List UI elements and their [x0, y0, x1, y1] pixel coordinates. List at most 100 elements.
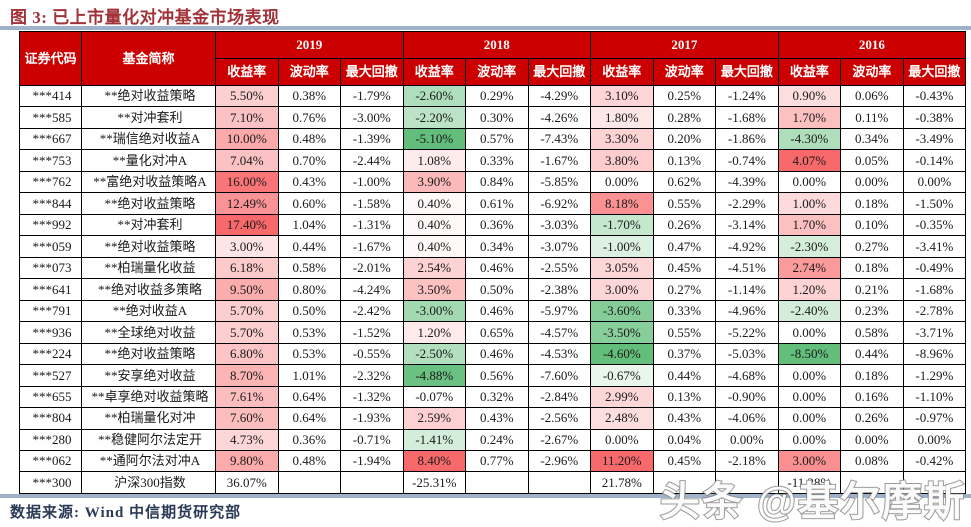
fund-row: ***585 **对冲套利 7.10% 0.76% -3.00% -2.20% 0.30% -… — [19, 106, 967, 129]
cell-return: -5.10% — [402, 127, 467, 151]
cell-security-code: ***062 — [19, 449, 82, 473]
cell-return: 16.00% — [215, 170, 279, 194]
cell-volatility: 0.60% — [277, 192, 341, 215]
cell-max-drawdown: -3.03% — [527, 213, 592, 237]
fund-row: ***059 **绝对收益策略 3.00% 0.44% -1.67% 0.40% 0.34%… — [19, 235, 967, 258]
cell-max-drawdown: -3.41% — [902, 235, 967, 258]
cell-return: -1.41% — [402, 428, 467, 451]
cell-return: 0.00% — [777, 428, 842, 451]
cell-return: 2.99% — [590, 385, 654, 409]
cell-return: 1.70% — [777, 106, 842, 129]
cell-max-drawdown: -8.96% — [902, 342, 967, 366]
fund-row: ***844 **绝对收益策略 12.49% 0.60% -1.58% 0.40% 0.61… — [19, 192, 967, 215]
fund-row: ***753 **量化对冲A 7.04% 0.70% -2.44% 1.08% 0.33% -… — [19, 149, 967, 172]
cell-volatility: 0.43% — [277, 170, 341, 194]
cell-volatility — [465, 471, 529, 494]
cell-volatility: 0.13% — [652, 385, 717, 409]
header-return: 收益率 — [590, 58, 654, 86]
fund-performance-table: 证券代码 基金简称 2019 2018 2017 2016 收益率 波动率 最大回撤 收益率 波动率… — [19, 31, 967, 494]
cell-volatility: 0.13% — [652, 149, 717, 172]
cell-max-drawdown: -4.57% — [527, 321, 592, 344]
cell-return: 5.50% — [215, 84, 279, 108]
cell-return: 11.20% — [590, 449, 654, 473]
cell-volatility: 0.64% — [277, 385, 341, 409]
cell-return: 3.80% — [590, 149, 654, 172]
cell-return: -2.30% — [777, 235, 842, 258]
cell-volatility: 0.44% — [277, 235, 341, 258]
cell-volatility: 0.27% — [652, 278, 717, 301]
cell-max-drawdown: -0.90% — [715, 385, 779, 409]
cell-volatility: 0.50% — [277, 299, 341, 323]
cell-max-drawdown: -2.55% — [527, 256, 592, 280]
cell-max-drawdown: -0.43% — [902, 84, 967, 108]
top-divider — [0, 26, 971, 30]
cell-volatility: 0.62% — [652, 170, 717, 194]
index-row: ***300 沪深300指数 36.07% -25.31% 21.78% -11.28% — [19, 471, 967, 494]
cell-fund-name: **全球绝对收益 — [81, 321, 216, 344]
cell-return: 21.78% — [590, 471, 654, 494]
cell-max-drawdown — [340, 471, 404, 494]
cell-return: 1.80% — [590, 106, 654, 129]
cell-max-drawdown: -1.52% — [340, 321, 404, 344]
header-year-2016: 2016 — [777, 31, 967, 59]
cell-return: -4.60% — [590, 342, 654, 366]
cell-security-code: ***527 — [19, 364, 82, 387]
cell-volatility: 0.38% — [277, 84, 341, 108]
cell-return: 5.70% — [215, 299, 279, 323]
header-return: 收益率 — [402, 58, 467, 86]
fund-row: ***667 **瑞信绝对收益A 10.00% 0.48% -1.39% -5.10% 0.… — [19, 127, 967, 151]
cell-return: 0.40% — [402, 192, 467, 215]
cell-return: 7.10% — [215, 106, 279, 129]
cell-max-drawdown: -1.32% — [340, 385, 404, 409]
cell-return: 0.00% — [777, 364, 842, 387]
fund-row: ***791 **绝对收益A 5.70% 0.50% -2.42% -3.00% 0.46%… — [19, 299, 967, 323]
cell-volatility: 0.20% — [652, 127, 717, 151]
cell-max-drawdown: -1.00% — [340, 170, 404, 194]
cell-security-code: ***641 — [19, 278, 82, 301]
cell-fund-name: **对冲套利 — [81, 213, 216, 237]
header-max-drawdown: 最大回撤 — [715, 58, 779, 86]
cell-max-drawdown: -1.68% — [715, 106, 779, 129]
cell-return: 1.08% — [402, 149, 467, 172]
fund-row: ***992 **对冲套利 17.40% 1.04% -1.31% 0.40% 0.36% -… — [19, 213, 967, 237]
cell-return: 0.00% — [777, 321, 842, 344]
cell-return: 1.70% — [777, 213, 842, 237]
cell-volatility: 0.23% — [840, 299, 904, 323]
cell-max-drawdown: -1.50% — [902, 192, 967, 215]
cell-fund-name: **绝对收益A — [81, 299, 216, 323]
cell-volatility: 0.36% — [277, 428, 341, 451]
cell-return: 8.40% — [402, 449, 467, 473]
cell-volatility: 0.32% — [465, 385, 529, 409]
cell-return: -8.50% — [777, 342, 842, 366]
cell-return: -2.50% — [402, 342, 467, 366]
cell-max-drawdown: 0.00% — [902, 428, 967, 451]
header-max-drawdown: 最大回撤 — [527, 58, 592, 86]
cell-return: 1.20% — [777, 278, 842, 301]
cell-security-code: ***936 — [19, 321, 82, 344]
cell-volatility: 0.45% — [652, 256, 717, 280]
cell-max-drawdown: -2.84% — [527, 385, 592, 409]
cell-max-drawdown — [902, 471, 967, 494]
cell-volatility: 0.34% — [840, 127, 904, 151]
cell-volatility: 0.24% — [465, 428, 529, 451]
cell-security-code: ***992 — [19, 213, 82, 237]
cell-max-drawdown: -7.43% — [527, 127, 592, 151]
cell-max-drawdown: -4.68% — [715, 364, 779, 387]
cell-volatility: 0.37% — [652, 342, 717, 366]
cell-volatility: 0.77% — [465, 449, 529, 473]
cell-volatility: 0.48% — [277, 127, 341, 151]
cell-return: 4.07% — [777, 149, 842, 172]
cell-security-code: ***073 — [19, 256, 82, 280]
cell-security-code: ***804 — [19, 407, 82, 430]
header-max-drawdown: 最大回撤 — [340, 58, 404, 86]
cell-max-drawdown: -0.42% — [902, 449, 967, 473]
cell-volatility: 0.46% — [465, 256, 529, 280]
cell-volatility: 0.29% — [465, 84, 529, 108]
header-year-2018: 2018 — [402, 31, 592, 59]
cell-volatility: 0.84% — [465, 170, 529, 194]
cell-volatility: 0.43% — [652, 407, 717, 430]
cell-max-drawdown: -1.58% — [340, 192, 404, 215]
header-volatility: 波动率 — [652, 58, 717, 86]
watermark: 头条 @基尔摩斯 — [659, 479, 966, 525]
cell-volatility: 0.44% — [840, 342, 904, 366]
